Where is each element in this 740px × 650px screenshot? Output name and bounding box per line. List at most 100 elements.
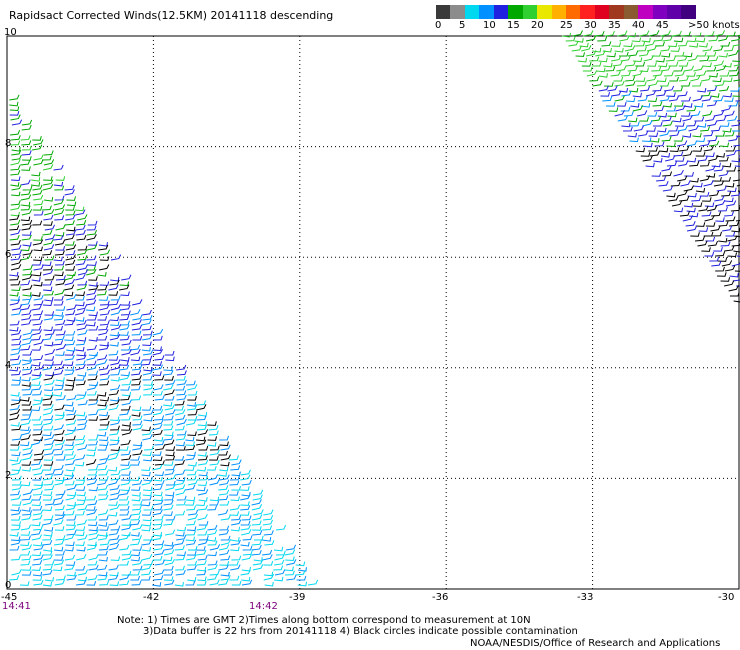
wind-barb — [77, 264, 89, 271]
wind-barb — [86, 321, 96, 327]
wind-barb — [87, 499, 98, 506]
wind-barb — [10, 114, 21, 121]
wind-barb — [121, 415, 131, 421]
wind-barb — [220, 444, 231, 451]
wind-barb — [656, 90, 667, 97]
wind-barb — [197, 481, 208, 487]
wind-barb — [99, 341, 109, 347]
wind-barb — [22, 390, 33, 396]
wind-barb — [709, 256, 720, 262]
wind-barb — [120, 405, 131, 411]
wind-barb — [591, 61, 602, 67]
wind-barb — [672, 117, 682, 123]
wind-barb — [735, 100, 740, 102]
wind-barb — [632, 105, 644, 112]
wind-barb — [21, 224, 32, 231]
wind-barb — [143, 390, 153, 396]
wind-barb — [86, 478, 98, 486]
wind-barb — [44, 234, 56, 241]
wind-barb — [121, 521, 132, 526]
wind-barb — [120, 320, 130, 326]
wind-barb — [695, 37, 706, 43]
wind-barb — [64, 189, 75, 196]
colorbar-swatch — [681, 5, 696, 19]
wind-barb — [22, 242, 32, 247]
wind-barb — [64, 278, 75, 286]
wind-barb — [602, 47, 612, 53]
wind-barb — [730, 87, 740, 92]
wind-barb — [76, 496, 87, 502]
wind-barb — [647, 62, 657, 67]
wind-barb — [152, 328, 164, 336]
wind-barb — [635, 41, 646, 47]
wind-barb — [22, 292, 32, 297]
wind-barb — [662, 102, 673, 108]
wind-barb — [154, 569, 165, 576]
wind-barb — [32, 576, 43, 581]
wind-barb — [662, 35, 673, 42]
wind-barb — [706, 205, 718, 212]
wind-barb — [44, 255, 55, 261]
wind-barb — [721, 191, 732, 197]
wind-barb — [76, 491, 86, 497]
wind-barb — [130, 455, 140, 461]
wind-barb — [20, 396, 30, 402]
wind-barb — [20, 524, 32, 531]
wind-barb — [685, 220, 696, 227]
wind-barb — [220, 571, 230, 577]
wind-barb — [53, 499, 64, 506]
wind-barb — [699, 175, 711, 182]
wind-barb — [97, 465, 108, 471]
wind-barb — [42, 496, 53, 501]
wind-barb — [87, 470, 98, 476]
wind-barb — [729, 291, 740, 297]
credit-line: NOAA/NESDIS/Office of Research and Appli… — [470, 638, 721, 649]
wind-barb — [64, 220, 75, 226]
wind-barb — [77, 372, 87, 377]
wind-barb — [86, 506, 96, 511]
wind-barb — [263, 514, 274, 521]
wind-barb — [132, 524, 143, 531]
wind-barb — [11, 434, 22, 441]
wind-barb — [132, 314, 143, 321]
wind-barb — [274, 569, 286, 576]
wind-barb — [140, 360, 151, 366]
wind-barb — [10, 264, 22, 271]
wind-barb — [703, 145, 714, 152]
wind-barb — [196, 524, 207, 531]
wind-barb — [97, 272, 107, 277]
wind-barb — [21, 385, 32, 391]
wind-barb — [175, 409, 186, 416]
wind-barb — [196, 570, 207, 576]
wind-barb — [198, 459, 209, 466]
wind-barb — [53, 559, 65, 566]
wind-barb — [141, 564, 152, 571]
wind-barb — [628, 117, 638, 123]
wind-barb — [11, 568, 22, 576]
wind-barb — [165, 465, 176, 471]
wind-barb — [110, 323, 122, 331]
wind-barb — [187, 431, 197, 437]
wind-barb — [11, 147, 21, 152]
wind-barb — [724, 197, 734, 203]
wind-barb — [708, 56, 719, 62]
wind-barb — [44, 275, 55, 281]
wind-barb — [32, 220, 43, 226]
wind-barb — [22, 405, 33, 411]
wind-barb — [736, 34, 740, 37]
wind-barb — [164, 350, 175, 356]
wind-barb — [42, 268, 54, 276]
wind-barb — [598, 57, 608, 63]
wind-barb — [20, 441, 30, 447]
wind-barb — [196, 466, 207, 472]
wind-barb — [110, 525, 121, 531]
wind-barb — [21, 309, 32, 316]
wind-barb — [86, 364, 98, 371]
wind-barb — [10, 129, 21, 136]
wind-barb — [651, 51, 662, 57]
wind-barb — [241, 529, 252, 536]
wind-barb — [54, 414, 65, 421]
wind-barb — [253, 535, 264, 541]
wind-barb — [54, 364, 65, 371]
wind-barb — [53, 164, 64, 171]
